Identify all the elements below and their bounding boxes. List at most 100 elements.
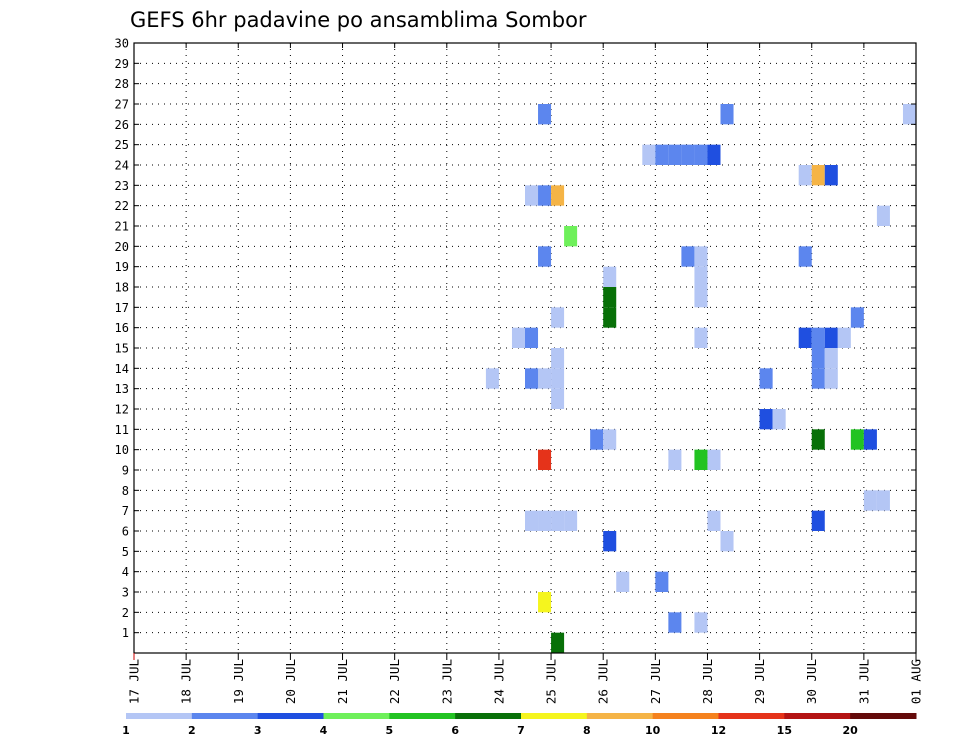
precip-cell [564,226,578,247]
precip-cell [811,510,825,531]
precip-cell [811,429,825,450]
y-tick-label: 29 [115,57,129,71]
precip-cell [850,307,864,328]
y-tick-label: 5 [122,545,129,559]
y-tick-label: 13 [115,382,129,396]
precip-cells [485,104,916,653]
precip-cell [863,490,877,511]
x-tick-label: 22 JUL [387,659,402,704]
legend-label: 5 [386,724,394,737]
y-tick-label: 25 [115,138,129,152]
x-tick-label: 31 JUL [856,659,871,704]
y-tick-label: 16 [115,321,129,335]
x-tick-label: 29 JUL [752,659,767,704]
y-tick-label: 1 [122,626,129,640]
legend-label: 15 [777,724,792,737]
precip-cell [642,144,656,165]
precip-cell [668,612,682,633]
precip-cell [824,368,838,389]
color-legend: 1 2 3 4 5 6 7 8 10 12 15 20 [122,713,917,737]
legend-swatch [257,713,324,719]
y-tick-label: 22 [115,199,129,213]
legend-label: 12 [711,724,726,737]
legend-label: 4 [320,724,328,737]
y-tick-label: 11 [115,423,129,437]
precip-cell [694,327,708,348]
precip-cell [694,287,708,308]
precip-cell [798,327,812,348]
precip-cell [538,104,552,125]
precip-cell [538,510,552,531]
y-tick-label: 27 [115,98,129,112]
precip-cell [902,104,916,125]
y-axis: 1234567891011121314151617181920212223242… [115,37,916,640]
y-tick-label: 10 [115,443,129,457]
precip-cell [694,266,708,287]
y-tick-label: 6 [122,525,129,539]
precip-cell [668,144,682,165]
y-tick-label: 15 [115,342,129,356]
precip-cell [603,429,617,450]
legend-swatch [126,713,193,719]
precip-cell [525,327,539,348]
legend-swatch [718,713,785,719]
precip-cell [655,571,669,592]
precip-cell [707,144,721,165]
y-tick-label: 8 [122,484,129,498]
x-tick-label: 30 JUL [804,659,819,704]
legend-label: 8 [583,724,591,737]
legend-swatch [389,713,456,719]
precip-cell [655,144,669,165]
precip-cell [824,327,838,348]
precip-cell [694,246,708,267]
y-tick-label: 18 [115,281,129,295]
precip-cell [538,449,552,470]
x-tick-label: 23 JUL [439,659,454,704]
legend-swatch [586,713,654,719]
precip-cell [551,388,565,409]
x-tick-label: 17 JUL [127,659,142,704]
precip-cell [616,571,630,592]
y-tick-label: 28 [115,77,129,91]
precip-cell [511,327,525,348]
precip-cell [590,429,604,450]
precip-cell [603,266,617,287]
x-tick-label: 18 JUL [179,659,194,704]
legend-swatch [521,713,588,719]
precip-cell [551,307,565,328]
y-tick-label: 17 [115,301,129,315]
precip-cell [811,327,825,348]
precip-cell [538,592,552,613]
y-tick-label: 24 [115,159,129,173]
precip-cell [824,348,838,369]
precip-cell [551,368,565,389]
x-tick-label: 28 JUL [700,659,715,704]
precip-cell [720,531,734,552]
legend-label: 7 [517,724,525,737]
y-tick-label: 2 [122,606,129,620]
y-tick-label: 12 [115,403,129,417]
precip-cell [525,185,539,206]
precip-cell [538,185,552,206]
precip-cell [694,612,708,633]
y-tick-label: 20 [115,240,129,254]
precip-cell [707,510,721,531]
precip-cell [694,449,708,470]
x-tick-label: 24 JUL [491,659,506,704]
x-tick-label: 19 JUL [231,659,246,704]
x-axis: 17 JUL 18 JUL 19 JUL 20 JUL 21 JUL 22 JUL 23 J… [127,43,924,704]
legend-swatch [323,713,390,719]
precip-cell [811,368,825,389]
legend-label: 6 [451,724,459,737]
x-tick-label: 20 JUL [283,659,298,704]
precip-cell [525,510,539,531]
y-tick-label: 3 [122,586,129,600]
precip-cell [603,307,617,328]
legend-label: 3 [254,724,262,737]
precip-cell [603,287,617,308]
x-tick-label: 01 AUG [909,659,924,704]
precip-cell [668,449,682,470]
legend-label: 20 [843,724,859,737]
precip-cell [551,510,565,531]
